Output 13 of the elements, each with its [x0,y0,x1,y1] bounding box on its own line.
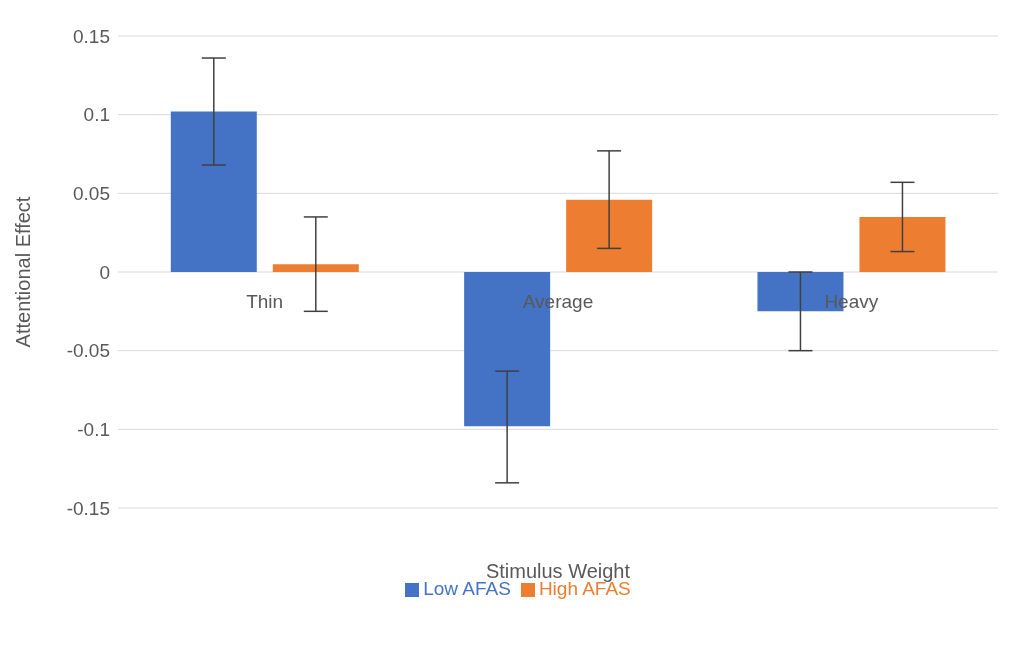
x-tick-label: Thin [246,291,284,312]
y-tick-label: 0.15 [73,25,110,47]
bar [170,111,257,272]
y-tick-label: 0.05 [73,183,110,205]
y-tick-label: 0.1 [83,104,110,126]
y-tick-label: 0 [99,261,110,283]
y-tick-label: -0.15 [66,497,110,519]
bar [566,199,653,272]
y-tick-label: -0.05 [66,340,110,362]
y-tick-label: -0.1 [77,419,110,441]
bar [272,264,359,272]
bar [859,216,946,272]
y-axis-title: Attentional Effect [12,196,35,348]
